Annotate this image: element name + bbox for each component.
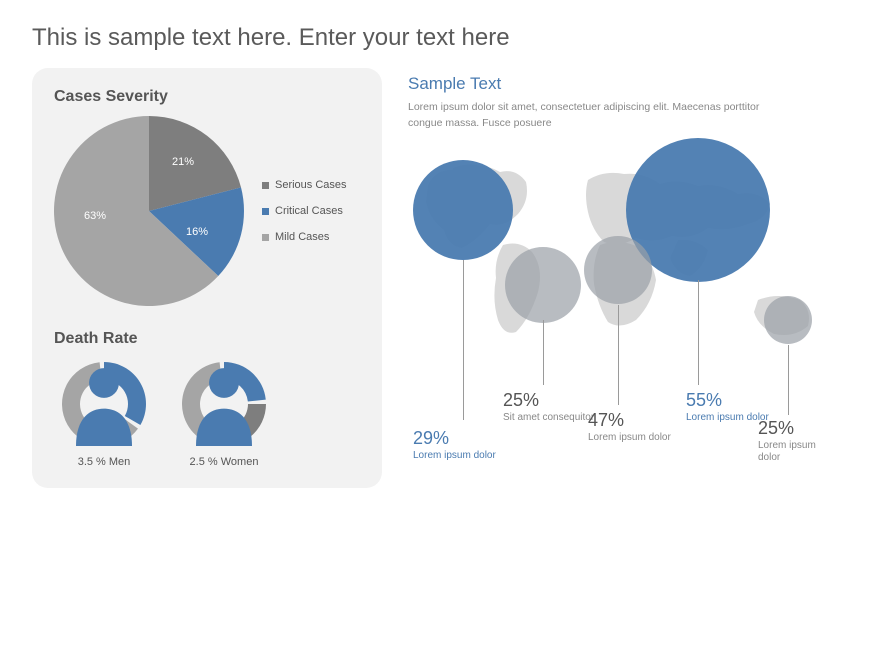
severity-panel: Cases Severity 21% 16% 63% Serious Cases Cr… — [32, 68, 382, 488]
page-title: This is sample text here. Enter your tex… — [32, 24, 838, 52]
leader-line — [543, 320, 544, 385]
legend-item: Serious Cases — [262, 179, 347, 191]
map-section-subtitle: Lorem ipsum dolor sit amet, consectetuer… — [408, 100, 768, 132]
legend-swatch — [262, 234, 269, 241]
leader-line — [463, 260, 464, 420]
legend-label: Mild Cases — [275, 231, 329, 243]
leader-line — [698, 280, 699, 385]
callout-text: Lorem ipsum dolor — [758, 440, 838, 464]
pie-slice-label: 63% — [84, 210, 106, 222]
person-icon — [62, 362, 146, 446]
leader-line — [618, 305, 619, 405]
callout-percent: 29% — [413, 428, 496, 450]
map-callout: 55%Lorem ipsum dolor — [686, 390, 769, 425]
map-bubble — [505, 247, 581, 323]
map-callout: 25%Lorem ipsum dolor — [758, 418, 838, 465]
legend-item: Mild Cases — [262, 231, 347, 243]
legend-label: Critical Cases — [275, 205, 343, 217]
legend-swatch — [262, 208, 269, 215]
death-rate-donut: 3.5 % Men — [62, 362, 146, 468]
legend-label: Serious Cases — [275, 179, 347, 191]
death-rate-donut: 2.5 % Women — [182, 362, 266, 468]
map-bubble — [584, 236, 652, 304]
map-bubble — [413, 160, 513, 260]
callout-percent: 47% — [588, 410, 671, 432]
map-callout: 47%Lorem ipsum dolor — [588, 410, 671, 445]
legend-item: Critical Cases — [262, 205, 347, 217]
leader-line — [788, 345, 789, 415]
map-bubble — [764, 296, 812, 344]
map-callout: 25%Sit amet consequitor — [503, 390, 594, 425]
death-rate-title: Death Rate — [54, 330, 360, 348]
legend-swatch — [262, 182, 269, 189]
pie-slice-label: 21% — [172, 156, 194, 168]
pie-slice-label: 16% — [186, 226, 208, 238]
world-map: 29%Lorem ipsum dolor25%Sit amet consequi… — [408, 150, 838, 480]
donut-caption: 3.5 % Men — [62, 456, 146, 468]
callout-text: Lorem ipsum dolor — [413, 450, 496, 462]
donut-caption: 2.5 % Women — [182, 456, 266, 468]
severity-legend: Serious Cases Critical Cases Mild Cases — [262, 165, 347, 257]
callout-text: Lorem ipsum dolor — [588, 432, 671, 444]
callout-percent: 25% — [758, 418, 838, 440]
severity-pie-chart: 21% 16% 63% — [54, 116, 244, 306]
severity-title: Cases Severity — [54, 88, 360, 106]
map-section-title: Sample Text — [408, 74, 838, 94]
callout-percent: 25% — [503, 390, 594, 412]
person-icon — [182, 362, 266, 446]
callout-text: Sit amet consequitor — [503, 412, 594, 424]
callout-text: Lorem ipsum dolor — [686, 412, 769, 424]
map-callout: 29%Lorem ipsum dolor — [413, 428, 496, 463]
map-section: Sample Text Lorem ipsum dolor sit amet, … — [402, 68, 838, 488]
callout-percent: 55% — [686, 390, 769, 412]
